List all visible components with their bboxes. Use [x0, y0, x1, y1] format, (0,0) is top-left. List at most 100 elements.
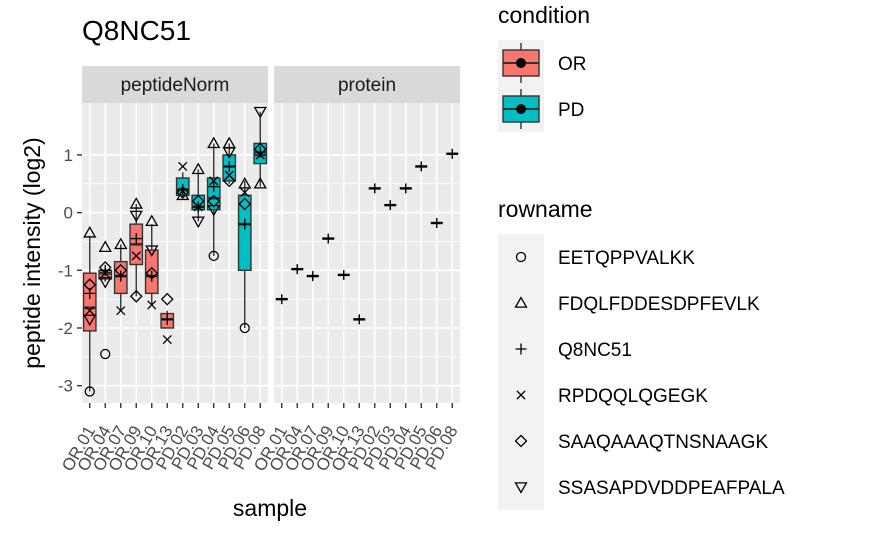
legend-label: FDQLFDDESDPFEVLK	[558, 294, 760, 315]
point-OR.04	[98, 261, 112, 274]
legend-label-OR: OR	[558, 54, 587, 75]
point-OR.09	[131, 251, 141, 261]
legend-key-RPDQQLQGEGK: RPDQQLQGEGK	[516, 386, 708, 407]
box	[206, 177, 221, 211]
point-PD.05	[222, 174, 236, 188]
point-OR.13	[160, 292, 174, 306]
point-PD.03	[191, 162, 205, 175]
legend-rowname-title: rowname	[498, 196, 593, 222]
legend-shape-plus	[515, 343, 527, 355]
legend-label: SAAQAAAQTNSNAAGK	[558, 432, 768, 453]
point-PD.04	[209, 176, 219, 186]
plot-panel-protein	[274, 103, 460, 403]
y-axis-title: peptide intensity (log2)	[19, 137, 45, 368]
point-OR.10	[146, 270, 158, 282]
point-OR.01	[85, 306, 95, 316]
point-PD.08	[253, 176, 267, 189]
box	[237, 194, 252, 272]
legend-key-SSASAPDVDDPEAFPALA: SSASAPDVDDPEAFPALA	[514, 478, 785, 499]
legend-dot	[516, 58, 526, 68]
legend-shape-circle	[515, 251, 527, 263]
point-PD.02	[176, 186, 190, 199]
point-OR.10	[145, 266, 159, 280]
point-PD.06	[239, 322, 250, 334]
point-OR.09	[129, 197, 143, 209]
point-OR.04	[100, 348, 111, 360]
legend-label: EETQPPVALKK	[558, 248, 695, 269]
point-OR.07	[114, 263, 128, 277]
point-PD.06	[238, 197, 252, 211]
boxplot-OR.09	[129, 203, 144, 297]
panel-protein: protein	[274, 66, 460, 403]
point-PD.04	[208, 250, 219, 262]
legend-key-OR: OR	[498, 40, 587, 86]
point-OR.04	[98, 277, 112, 289]
x-axis-title: sample	[233, 495, 307, 521]
point-OR.10	[145, 245, 159, 257]
legend-label: RPDQQLQGEGK	[558, 386, 708, 407]
legend-dot	[516, 104, 526, 114]
protein-points	[275, 148, 459, 325]
point-OR.07	[114, 237, 128, 250]
point-PD.08	[253, 142, 267, 156]
legend-keys-bg	[498, 234, 544, 510]
peptide-points	[83, 106, 267, 397]
point-PD.04	[207, 136, 221, 149]
box	[82, 272, 97, 332]
point-OR.09	[129, 210, 143, 223]
point-PD.05	[222, 147, 236, 159]
legend-key-FDQLFDDESDPFEVLK: FDQLFDDESDPFEVLK	[514, 294, 760, 315]
facet-strip-protein	[274, 66, 460, 103]
legend-shape-triangle-up	[514, 296, 528, 308]
facet-label-peptideNorm: peptideNorm	[121, 75, 230, 96]
point-OR.10	[145, 214, 159, 227]
point-PD.03	[191, 216, 205, 229]
point-OR.09	[130, 233, 142, 245]
point-OR.01	[83, 225, 97, 238]
facet-strip-peptideNorm	[82, 66, 268, 103]
facet-label-protein: protein	[338, 75, 396, 96]
point-OR.13	[161, 313, 173, 325]
point-OR.04	[98, 240, 112, 253]
point-PD.06	[238, 176, 252, 189]
legend-condition: condition OR PD	[498, 2, 590, 132]
plot-panel-peptideNorm	[82, 103, 268, 403]
point-PD.02	[176, 188, 190, 201]
boxplot-PD.04	[206, 143, 221, 256]
legend-shape-triangle-down	[514, 482, 528, 494]
point-PD.04	[207, 194, 221, 208]
legend-label-PD: PD	[558, 100, 584, 121]
point-OR.01	[83, 278, 97, 292]
panel-peptideNorm: peptideNorm	[82, 66, 268, 403]
legend-label: Q8NC51	[558, 340, 632, 361]
legend-shape-cross	[516, 390, 526, 400]
legend-key-Q8NC51: Q8NC51	[515, 340, 632, 361]
point-PD.06	[239, 218, 251, 230]
x-axis: OR.01OR.04OR.07OR.09OR.10OR.13PD.02PD.03…	[58, 403, 462, 475]
point-PD.08	[253, 106, 267, 119]
point-OR.01	[84, 386, 95, 397]
y-tick-label: -2	[58, 319, 73, 338]
grid-protein	[274, 103, 460, 403]
y-tick-label: 1	[64, 146, 73, 165]
point-PD.04	[207, 204, 221, 217]
y-tick-label: -1	[58, 261, 73, 280]
point-OR.09	[129, 289, 143, 303]
legend-key-PD: PD	[498, 86, 584, 132]
point-OR.13	[162, 334, 172, 345]
point-PD.05	[223, 160, 235, 172]
point-OR.10	[147, 300, 157, 310]
point-PD.03	[191, 194, 205, 208]
y-tick-label: 0	[64, 204, 73, 223]
legend-key-SAAQAAAQTNSNAAGK: SAAQAAAQTNSNAAGK	[514, 432, 768, 453]
legend-rowname: rowname EETQPPVALKK FDQLFDDESDPFEVLK Q8NC5…	[498, 196, 785, 510]
y-axis: -3 -2 -1 0 1	[58, 146, 82, 396]
point-PD.04	[208, 181, 220, 193]
point-PD.02	[178, 161, 188, 172]
point-OR.07	[116, 306, 126, 316]
legend-key-EETQPPVALKK: EETQPPVALKK	[515, 248, 695, 269]
legend-condition-title: condition	[498, 2, 590, 28]
y-tick-label: -3	[58, 377, 73, 396]
legend-shape-diamond	[514, 434, 528, 448]
